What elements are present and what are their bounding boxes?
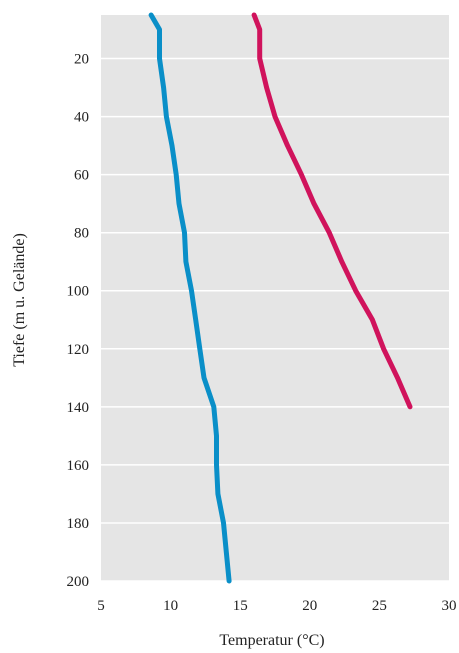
x-tick-label: 15	[233, 598, 248, 614]
x-tick-label: 10	[163, 598, 178, 614]
y-tick-label: 100	[67, 284, 90, 300]
x-tick-label: 5	[97, 598, 105, 614]
y-tick-label: 120	[67, 342, 90, 358]
data-series	[148, 12, 413, 584]
y-tick-label: 80	[74, 226, 89, 242]
y-tick-label: 160	[67, 458, 90, 474]
series-line-1	[148, 12, 232, 584]
x-tick-label: 25	[372, 598, 387, 614]
y-tick-label: 140	[67, 400, 90, 416]
y-tick-label: 200	[67, 574, 90, 590]
series-line-2	[251, 12, 413, 410]
gridlines	[101, 57, 449, 582]
x-tick-label: 30	[442, 598, 457, 614]
y-tick-label: 40	[74, 110, 89, 126]
x-tick-labels: 5 10 15 20 25 30	[97, 598, 456, 614]
x-tick-label: 20	[302, 598, 317, 614]
y-tick-label: 180	[67, 516, 90, 532]
plot-background	[101, 15, 449, 581]
y-tick-label: 20	[74, 52, 89, 68]
y-tick-labels: 20 40 60 80 100 120 140 160 180 200	[67, 52, 90, 590]
y-axis-label: Tiefe (m u. Gelände)	[11, 233, 28, 367]
y-tick-label: 60	[74, 168, 89, 184]
x-axis-label: Temperatur (°C)	[219, 632, 324, 649]
